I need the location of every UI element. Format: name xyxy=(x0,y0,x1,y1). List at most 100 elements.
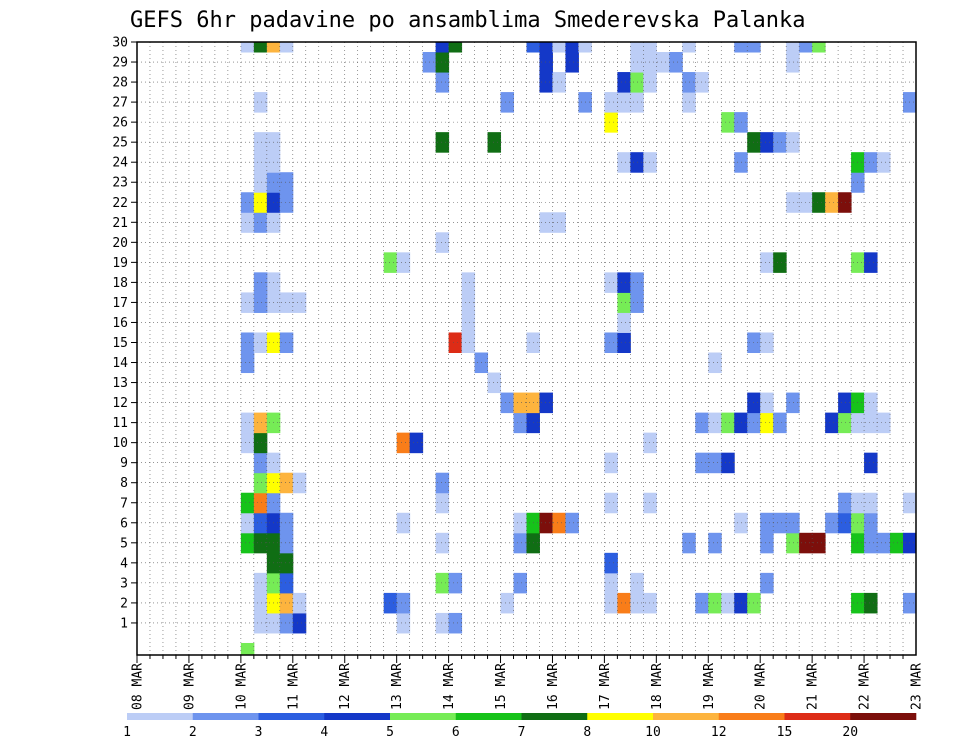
y-tick-label: 15 xyxy=(112,336,128,351)
x-tick-label: 09 MAR xyxy=(182,663,197,710)
colorbar-label: 15 xyxy=(777,725,793,740)
y-tick-label: 4 xyxy=(120,556,128,571)
heatmap-cell xyxy=(786,192,800,213)
heatmap-cell xyxy=(864,492,878,514)
heatmap-cell xyxy=(617,592,631,614)
y-tick-label: 29 xyxy=(112,56,128,71)
heatmap-cell xyxy=(812,192,826,213)
x-tick-label: 22 MAR xyxy=(858,663,873,710)
heatmap-cell xyxy=(253,492,268,514)
heatmap-cell xyxy=(292,292,307,313)
heatmap-cell xyxy=(292,472,307,494)
heatmap-cell xyxy=(279,42,294,53)
heatmap-cell xyxy=(721,592,735,614)
heatmap-cell xyxy=(513,572,527,594)
heatmap-cell xyxy=(435,52,450,73)
colorbar-swatch xyxy=(324,713,391,720)
heatmap-cell xyxy=(786,42,800,53)
heatmap-cell xyxy=(838,392,852,414)
heatmap-cell xyxy=(708,592,722,614)
heatmap-cell xyxy=(643,72,657,93)
heatmap-cell xyxy=(760,572,774,594)
heatmap-cell xyxy=(890,532,904,554)
heatmap-cell xyxy=(253,92,268,113)
heatmap-cells xyxy=(240,42,917,656)
heatmap-cell xyxy=(513,392,527,414)
heatmap-cell xyxy=(604,112,618,133)
heatmap-cell xyxy=(617,332,631,354)
heatmap-cell xyxy=(435,492,450,514)
heatmap-cell xyxy=(734,592,748,614)
heatmap-cell xyxy=(253,192,268,213)
heatmap-cell xyxy=(864,252,878,273)
y-tick-label: 26 xyxy=(112,116,128,131)
heatmap-cell xyxy=(396,512,411,534)
colorbar-label: 4 xyxy=(320,725,328,740)
x-tick-label: 21 MAR xyxy=(806,663,821,710)
y-tick-label: 3 xyxy=(120,576,128,591)
heatmap-cell xyxy=(734,512,748,534)
y-tick-label: 24 xyxy=(112,156,128,171)
heatmap-cell xyxy=(396,592,411,614)
colorbar-label: 7 xyxy=(518,725,526,740)
heatmap-cell xyxy=(786,52,800,73)
heatmap-cell xyxy=(864,412,878,434)
x-tick-label: 17 MAR xyxy=(598,663,613,710)
heatmap-cell xyxy=(877,412,891,434)
y-tick-label: 23 xyxy=(112,176,128,191)
heatmap-cell xyxy=(682,42,696,53)
heatmap-cell xyxy=(708,352,722,374)
heatmap-cell xyxy=(253,572,268,594)
heatmap-cell xyxy=(695,452,709,474)
y-tick-label: 13 xyxy=(112,376,128,391)
heatmap-cell xyxy=(617,72,631,93)
colorbar-swatch xyxy=(390,713,457,720)
heatmap-cell xyxy=(435,472,450,494)
heatmap-cell xyxy=(656,52,670,73)
heatmap-cell xyxy=(786,132,800,153)
heatmap-cell xyxy=(734,112,748,133)
colorbar-swatch xyxy=(258,713,325,720)
heatmap-cell xyxy=(539,392,553,414)
heatmap-cell xyxy=(643,152,657,173)
heatmap-cell xyxy=(669,52,683,73)
heatmap-cell xyxy=(565,512,579,534)
x-axis: 08 MAR 09 MAR 10 MAR 11 MAR 12 MAR 13 MAR 14 M… xyxy=(131,655,925,710)
heatmap-cell xyxy=(877,532,891,554)
heatmap-cell xyxy=(240,642,255,656)
y-tick-label: 8 xyxy=(120,476,128,491)
heatmap-cell xyxy=(383,252,398,273)
y-tick-label: 5 xyxy=(120,536,128,551)
colorbar-swatch xyxy=(455,713,522,720)
heatmap-cell xyxy=(526,42,540,53)
colorbar-label: 6 xyxy=(452,725,460,740)
y-tick-label: 9 xyxy=(120,456,128,471)
heatmap-cell xyxy=(279,512,294,534)
colorbar-label: 2 xyxy=(189,725,197,740)
y-tick-label: 21 xyxy=(112,216,128,231)
heatmap-cell xyxy=(500,592,515,614)
heatmap-cell xyxy=(565,52,579,73)
heatmap-cell xyxy=(773,132,787,153)
heatmap-cell xyxy=(448,332,463,354)
heatmap-cell xyxy=(799,42,813,53)
y-tick-label: 6 xyxy=(120,516,128,531)
colorbar-label: 5 xyxy=(386,725,394,740)
heatmap-cell xyxy=(253,212,268,233)
y-axis: 1234567891011121314151617181920212223242… xyxy=(112,36,137,631)
heatmap-cell xyxy=(565,42,579,53)
heatmap-cell xyxy=(253,172,268,193)
heatmap-cell xyxy=(864,452,878,474)
heatmap-cell xyxy=(695,412,709,434)
y-tick-label: 11 xyxy=(112,416,128,431)
heatmap-cell xyxy=(513,532,527,554)
heatmap-cell xyxy=(240,532,255,554)
heatmap-cell xyxy=(578,42,592,53)
heatmap-cell xyxy=(773,512,787,534)
heatmap-cell xyxy=(396,432,411,454)
heatmap-cell xyxy=(539,512,553,534)
colorbar: 1 2 3 4 5 6 7 8 10 12 15 20 xyxy=(123,713,917,740)
heatmap-cell xyxy=(825,192,839,213)
heatmap-cell xyxy=(552,512,566,534)
